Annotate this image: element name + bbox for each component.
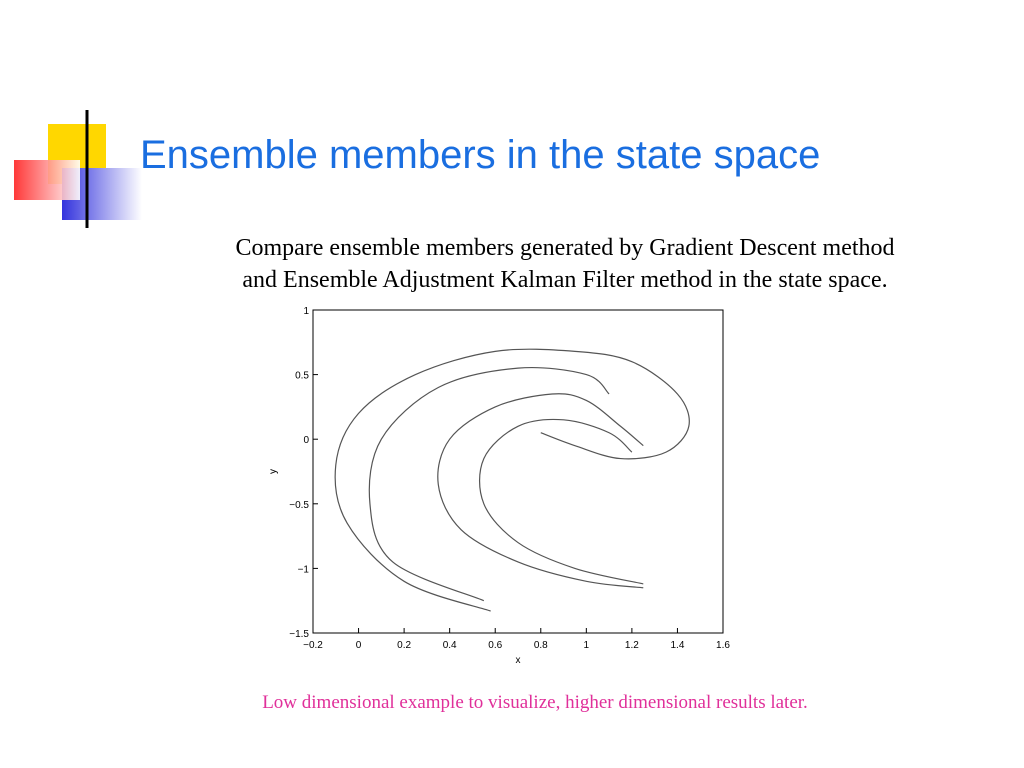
x-tick-label: 0.8 (534, 640, 548, 651)
y-axis-label: y (268, 469, 279, 474)
footnote: Low dimensional example to visualize, hi… (262, 692, 808, 713)
y-tick-label: −0.5 (289, 500, 309, 511)
y-tick-label: 0.5 (295, 371, 309, 382)
deco-square (14, 160, 80, 200)
x-tick-label: 0.2 (397, 640, 411, 651)
curve (368, 366, 610, 602)
x-tick-label: 1 (584, 640, 590, 651)
x-tick-label: −0.2 (303, 640, 323, 651)
x-tick-label: 1.6 (716, 640, 730, 651)
y-tick-label: 0 (303, 435, 309, 446)
y-tick-label: −1 (298, 564, 310, 575)
x-axis-label: x (516, 655, 521, 666)
slide-title: Ensemble members in the state space (140, 133, 821, 177)
y-tick-label: 1 (303, 306, 309, 317)
x-tick-label: 0 (356, 640, 362, 651)
x-tick-label: 0.6 (488, 640, 502, 651)
body-line: and Ensemble Adjustment Kalman Filter me… (242, 267, 888, 293)
curve (478, 418, 644, 585)
slide-body: Compare ensemble members generated by Gr… (0, 232, 1024, 296)
x-tick-label: 1.4 (670, 640, 684, 651)
curve (437, 393, 644, 589)
y-tick-label: −1.5 (289, 629, 309, 640)
x-tick-label: 0.4 (443, 640, 457, 651)
plot-frame (312, 309, 724, 634)
body-line: Compare ensemble members generated by Gr… (235, 235, 895, 261)
curve (334, 348, 690, 612)
x-tick-label: 1.2 (625, 640, 639, 651)
